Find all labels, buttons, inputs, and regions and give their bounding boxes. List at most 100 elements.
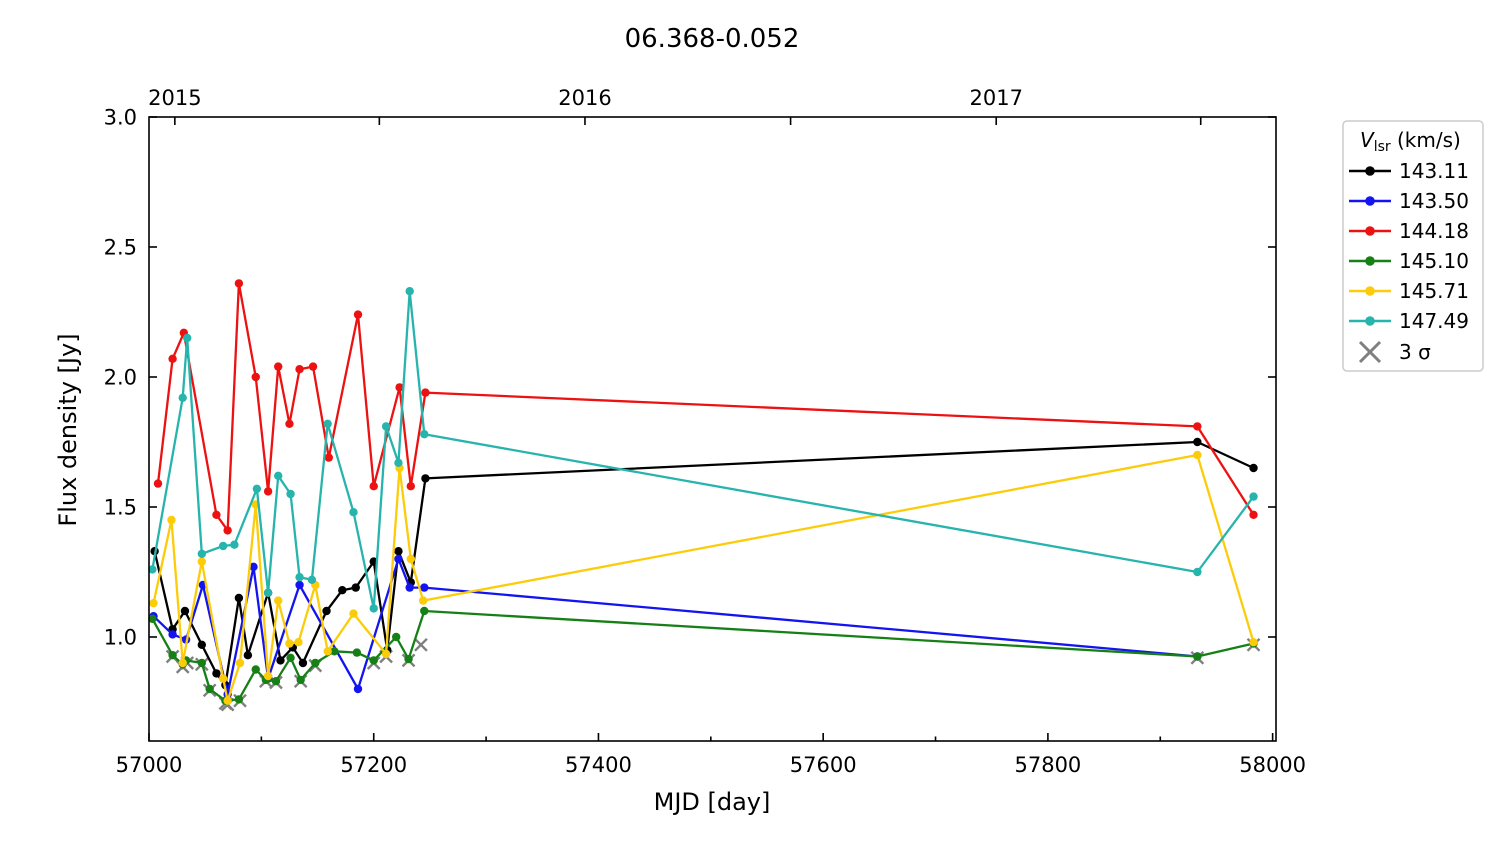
data-point <box>323 419 332 428</box>
data-point <box>421 388 430 397</box>
data-point <box>296 675 305 685</box>
x-tick-label: 57400 <box>565 753 632 777</box>
data-point <box>178 393 187 402</box>
series-145.71 <box>149 450 1258 705</box>
data-point <box>271 677 281 686</box>
legend-entry-label: 147.49 <box>1399 309 1469 333</box>
data-point <box>420 606 429 616</box>
year-label: 2017 <box>969 86 1022 110</box>
data-point <box>263 588 273 597</box>
legend-entry-143.50: 143.50 <box>1349 189 1469 213</box>
data-point <box>230 540 239 549</box>
legend-entry-sigma: 3 σ <box>1358 340 1431 364</box>
legend-marker-dot <box>1365 286 1375 296</box>
data-point <box>1193 450 1202 460</box>
data-point <box>308 362 318 371</box>
data-point <box>148 565 157 574</box>
series-line-145.10 <box>151 609 1255 702</box>
sigma-x-marker <box>414 637 428 652</box>
data-point <box>243 651 253 660</box>
series-line-147.49 <box>151 290 1255 610</box>
legend-entry-label: 143.11 <box>1399 159 1469 183</box>
x-tick-label: 58000 <box>1239 753 1306 777</box>
data-point <box>324 453 333 462</box>
data-point <box>251 372 260 382</box>
x-tick-label: 57800 <box>1014 753 1081 777</box>
y-tick-label: 2.5 <box>104 236 137 260</box>
data-point <box>381 649 391 659</box>
data-point <box>235 658 245 668</box>
data-point <box>286 653 295 662</box>
data-point <box>322 606 331 616</box>
year-label: 2015 <box>148 86 201 110</box>
axes-frame <box>148 116 1277 742</box>
data-point <box>178 658 187 668</box>
data-point <box>167 515 176 525</box>
legend-frame <box>1342 120 1484 372</box>
data-point <box>212 669 221 678</box>
legend: Vlsr (km/s) 143.11 143.50 144.18 145.10 145.7… <box>1342 120 1484 372</box>
legend-entry-143.11: 143.11 <box>1349 159 1469 183</box>
data-point <box>307 575 317 584</box>
x-tick-label: 57000 <box>116 753 183 777</box>
data-point <box>251 665 260 674</box>
data-point <box>1193 437 1202 447</box>
data-point <box>394 554 403 564</box>
data-point <box>405 287 414 296</box>
y-tick-label: 1.5 <box>104 496 137 520</box>
data-point <box>183 333 192 343</box>
y-tick-label: 3.0 <box>104 106 137 130</box>
series-147.49 <box>148 287 1258 613</box>
data-point <box>369 656 378 665</box>
y-tick-label: 1.0 <box>104 626 137 650</box>
data-point <box>323 647 332 656</box>
data-point <box>369 604 378 613</box>
sigma-x-stroke <box>414 637 428 652</box>
data-point <box>252 484 262 493</box>
legend-entry-label: 145.10 <box>1399 249 1469 273</box>
legend-marker-dot <box>1365 226 1375 236</box>
data-point <box>406 482 416 491</box>
data-point <box>1193 567 1202 577</box>
series-line-143.11 <box>153 440 1255 687</box>
data-point <box>1193 422 1202 431</box>
data-point <box>180 606 190 616</box>
legend-marker-dot <box>1365 256 1375 266</box>
data-point <box>263 671 273 681</box>
legend-sigma-x-icon <box>1358 340 1382 364</box>
data-point <box>263 487 273 496</box>
series-line-144.18 <box>156 282 1255 532</box>
legend-entry-label: 144.18 <box>1399 219 1469 243</box>
data-point <box>149 599 158 608</box>
plot-title: 06.368-0.052 <box>625 24 800 54</box>
data-point <box>295 580 304 590</box>
data-point <box>1249 638 1258 647</box>
legend-entry-147.49: 147.49 <box>1349 309 1469 333</box>
data-point <box>212 510 221 519</box>
data-point <box>381 422 391 431</box>
data-point <box>405 583 414 592</box>
data-point <box>406 554 416 564</box>
legend-entry-145.71: 145.71 <box>1349 279 1469 303</box>
data-point <box>1249 463 1258 473</box>
legend-entry-145.10: 145.10 <box>1349 249 1469 273</box>
data-point <box>234 279 244 288</box>
series-144.18 <box>153 279 1258 535</box>
data-point <box>205 684 214 694</box>
plot-area: 57000 57200 57400 57600 57800 58000 2015 2016 20… <box>104 86 1306 777</box>
series-145.10 <box>148 606 1258 705</box>
data-point <box>285 419 294 428</box>
data-point <box>153 479 163 488</box>
data-point <box>197 549 207 558</box>
data-point <box>274 362 283 371</box>
data-point <box>418 596 428 605</box>
data-point <box>234 593 244 603</box>
data-point <box>218 674 228 683</box>
data-point <box>234 695 244 704</box>
legend-entry-label: 143.50 <box>1399 189 1469 213</box>
legend-entry-144.18: 144.18 <box>1349 219 1469 243</box>
data-point <box>274 471 283 480</box>
data-point <box>352 648 362 657</box>
